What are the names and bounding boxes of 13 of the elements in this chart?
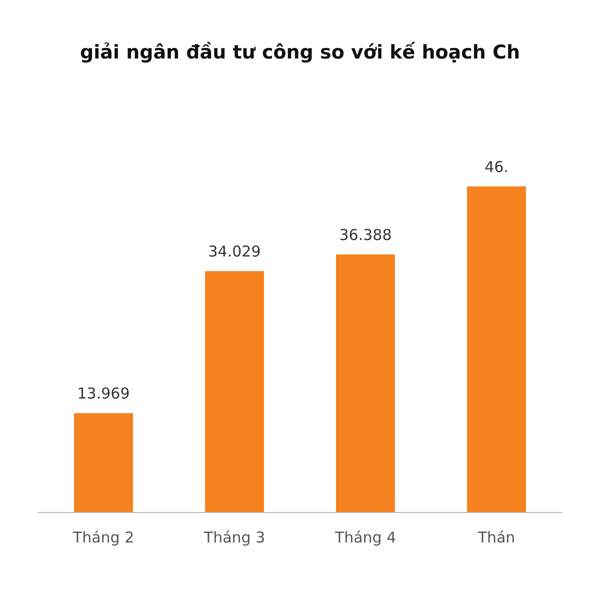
x-tick-label: Tháng 4 (334, 528, 396, 546)
data-label: 36.388 (339, 226, 392, 244)
x-tick-label: Tháng 2 (72, 528, 134, 546)
bar (336, 254, 395, 512)
x-tick-label: Tháng 3 (202, 528, 266, 546)
data-label: 13.969 (77, 384, 130, 403)
x-tick-label: Thán (476, 528, 516, 546)
bar (74, 413, 133, 512)
bar (467, 186, 526, 512)
chart-title: giải ngân đầu tư công so với kế hoạch Ch (80, 42, 520, 64)
data-label: 46. (484, 158, 508, 176)
data-label: 34.029 (208, 242, 261, 261)
bar (205, 271, 264, 512)
